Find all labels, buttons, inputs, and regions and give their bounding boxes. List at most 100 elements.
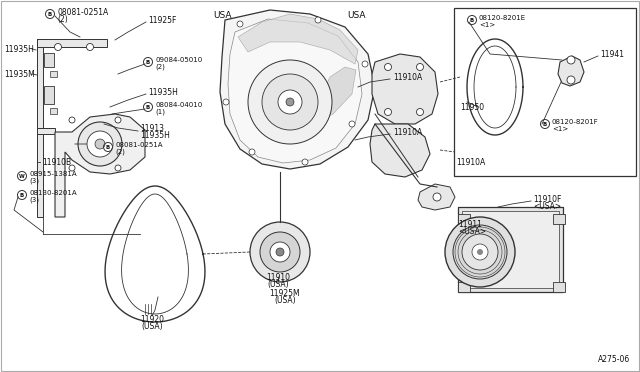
Circle shape	[262, 74, 318, 130]
Text: 11925M: 11925M	[269, 289, 300, 298]
Circle shape	[260, 232, 300, 272]
Polygon shape	[238, 14, 358, 64]
Circle shape	[385, 64, 392, 71]
Text: 08081-0251A: 08081-0251A	[57, 7, 108, 16]
Circle shape	[237, 21, 243, 27]
Circle shape	[477, 249, 483, 255]
Bar	[454, 8, 636, 176]
Circle shape	[362, 61, 368, 67]
Text: A275-06: A275-06	[598, 355, 630, 364]
Text: 11935H: 11935H	[4, 45, 34, 54]
Text: <USA>: <USA>	[533, 202, 561, 211]
Text: B: B	[146, 60, 150, 64]
Bar	[44, 86, 54, 104]
Text: <USA>: <USA>	[458, 227, 486, 235]
Text: 11925F: 11925F	[148, 16, 177, 25]
Text: USA: USA	[347, 10, 365, 19]
Circle shape	[54, 44, 61, 51]
Text: 08084-04010: 08084-04010	[155, 102, 202, 108]
Bar	[44, 53, 54, 67]
Circle shape	[250, 222, 310, 282]
Text: B: B	[470, 17, 474, 22]
Text: 11913: 11913	[140, 124, 164, 132]
Text: W: W	[19, 173, 25, 179]
Polygon shape	[372, 54, 438, 124]
Circle shape	[385, 109, 392, 115]
Circle shape	[567, 56, 575, 64]
Circle shape	[276, 248, 284, 256]
Text: 11910A: 11910A	[393, 73, 422, 81]
Circle shape	[249, 149, 255, 155]
Text: (USA): (USA)	[274, 295, 296, 305]
Circle shape	[472, 244, 488, 260]
Text: 11935H: 11935H	[140, 131, 170, 140]
Text: 08120-8201F: 08120-8201F	[552, 119, 599, 125]
Bar	[458, 214, 470, 224]
Polygon shape	[55, 114, 145, 217]
Text: 11910: 11910	[266, 273, 290, 282]
Text: 08081-0251A: 08081-0251A	[115, 142, 163, 148]
Circle shape	[433, 193, 441, 201]
Text: B: B	[543, 122, 547, 126]
Bar	[37, 39, 107, 47]
Circle shape	[417, 109, 424, 115]
Circle shape	[453, 225, 507, 279]
Bar	[37, 39, 43, 217]
Text: 08915-1381A: 08915-1381A	[29, 171, 77, 177]
Text: USA: USA	[213, 10, 232, 19]
Text: B: B	[48, 12, 52, 16]
Bar	[553, 282, 565, 292]
Text: 11950: 11950	[460, 103, 484, 112]
Polygon shape	[558, 56, 584, 86]
Circle shape	[417, 64, 424, 71]
Bar	[458, 282, 470, 292]
Text: 11910A: 11910A	[456, 157, 485, 167]
Circle shape	[248, 60, 332, 144]
Circle shape	[462, 234, 498, 270]
Text: (3): (3)	[29, 178, 39, 184]
Text: (2): (2)	[155, 64, 165, 70]
Text: (1): (1)	[155, 109, 165, 115]
Bar	[553, 214, 565, 224]
Circle shape	[115, 117, 121, 123]
Polygon shape	[418, 184, 455, 210]
Text: 08130-8201A: 08130-8201A	[29, 190, 77, 196]
Text: B: B	[146, 105, 150, 109]
Text: B: B	[20, 192, 24, 198]
Circle shape	[445, 217, 515, 287]
Circle shape	[86, 44, 93, 51]
Circle shape	[286, 98, 294, 106]
Text: 11941: 11941	[600, 49, 624, 58]
Text: 11910B: 11910B	[42, 157, 71, 167]
Circle shape	[95, 139, 105, 149]
Circle shape	[315, 17, 321, 23]
Text: 09084-05010: 09084-05010	[155, 57, 202, 63]
Text: 11935M: 11935M	[4, 70, 35, 78]
Circle shape	[349, 121, 355, 127]
Circle shape	[69, 165, 75, 171]
Circle shape	[278, 90, 302, 114]
Text: (2): (2)	[115, 149, 125, 155]
Bar	[50, 108, 57, 114]
Circle shape	[270, 242, 290, 262]
Polygon shape	[220, 10, 375, 169]
Text: 08120-8201E: 08120-8201E	[479, 15, 526, 21]
Bar	[462, 211, 559, 288]
Text: <1>: <1>	[479, 22, 495, 28]
Circle shape	[78, 122, 122, 166]
Text: (3): (3)	[29, 197, 39, 203]
Circle shape	[115, 165, 121, 171]
Bar	[458, 207, 563, 292]
Bar	[50, 71, 57, 77]
Text: 11935H: 11935H	[148, 87, 178, 96]
Polygon shape	[370, 124, 430, 177]
Circle shape	[87, 131, 113, 157]
Text: 11911: 11911	[458, 219, 482, 228]
Circle shape	[223, 99, 229, 105]
Text: 11910F: 11910F	[533, 195, 561, 203]
Text: (USA): (USA)	[141, 321, 163, 330]
Circle shape	[69, 117, 75, 123]
Bar	[37, 128, 55, 134]
Polygon shape	[228, 19, 362, 163]
Circle shape	[567, 76, 575, 84]
